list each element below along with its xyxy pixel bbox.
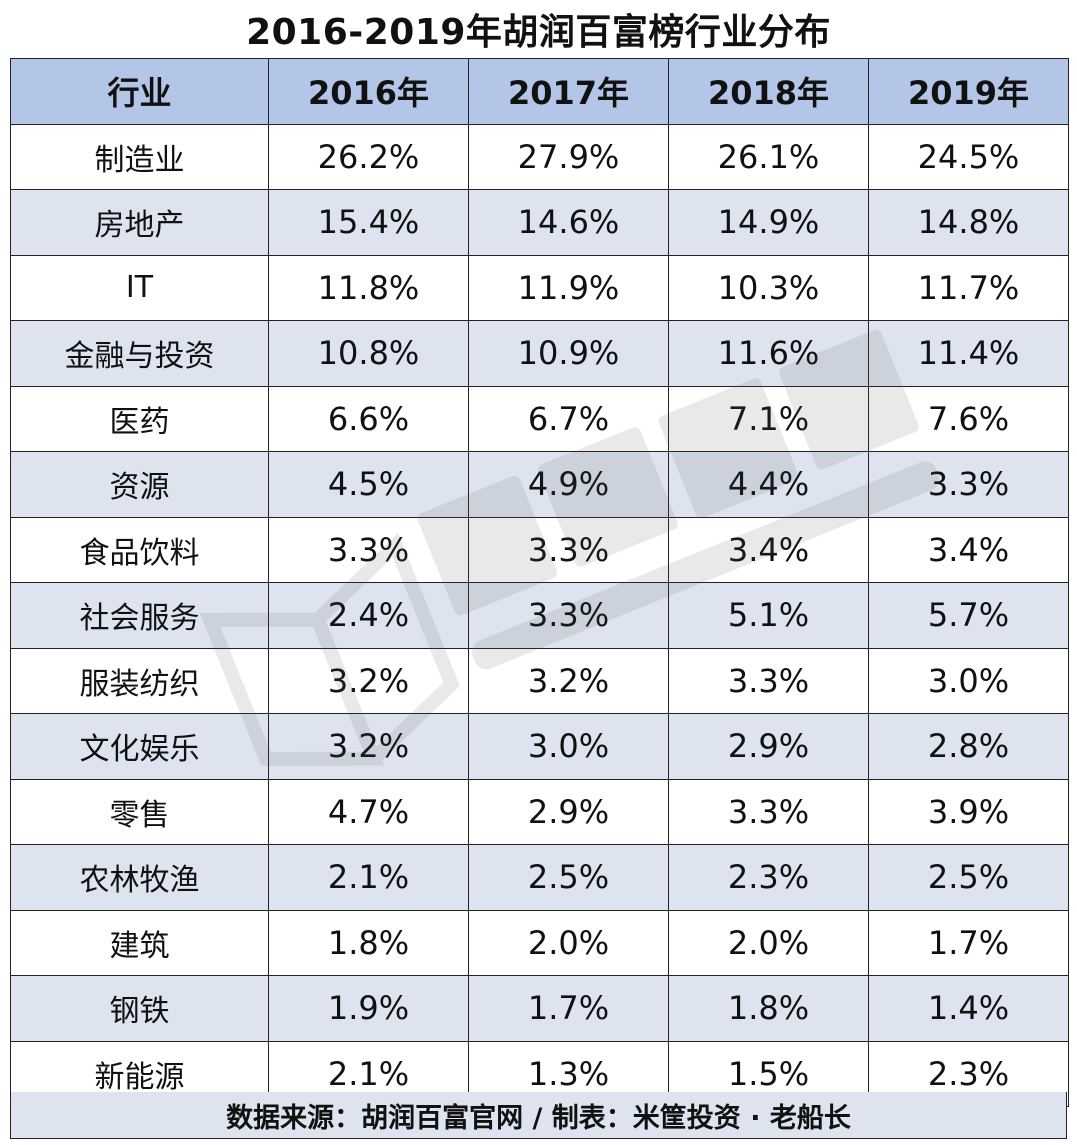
industry-cell: 食品饮料 [10,516,269,583]
value-cell: 14.8% [868,189,1069,256]
value-cell: 6.6% [268,385,469,452]
table-row: 资源 4.5% 4.9% 4.4% 3.3% [10,451,1069,518]
value-cell: 15.4% [268,189,469,256]
source-footer: 数据来源：胡润百富官网 / 制表：米筐投资 · 老船长 [10,1092,1067,1139]
value-cell: 10.9% [468,320,669,387]
value-cell: 7.6% [868,385,1069,452]
value-cell: 26.2% [268,123,469,190]
table-row: 制造业 26.2% 27.9% 26.1% 24.5% [10,123,1069,190]
value-cell: 3.9% [868,778,1069,845]
value-cell: 14.9% [668,189,869,256]
table-row: 文化娱乐 3.2% 3.0% 2.9% 2.8% [10,713,1069,780]
header-2019: 2019年 [868,58,1069,125]
value-cell: 24.5% [868,123,1069,190]
value-cell: 3.0% [868,647,1069,714]
value-cell: 4.9% [468,451,669,518]
header-2017: 2017年 [468,58,669,125]
value-cell: 3.2% [268,713,469,780]
industry-cell: 医药 [10,385,269,452]
value-cell: 2.5% [468,844,669,911]
value-cell: 3.4% [868,516,1069,583]
value-cell: 1.8% [268,909,469,976]
table-row: 服装纺织 3.2% 3.2% 3.3% 3.0% [10,647,1069,714]
value-cell: 2.0% [468,909,669,976]
industry-cell: 社会服务 [10,582,269,649]
value-cell: 3.0% [468,713,669,780]
value-cell: 3.2% [468,647,669,714]
value-cell: 5.7% [868,582,1069,649]
value-cell: 11.9% [468,254,669,321]
industry-cell: 资源 [10,451,269,518]
value-cell: 2.4% [268,582,469,649]
value-cell: 4.5% [268,451,469,518]
value-cell: 5.1% [668,582,869,649]
table-row: 钢铁 1.9% 1.7% 1.8% 1.4% [10,975,1069,1042]
table-row: IT 11.8% 11.9% 10.3% 11.7% [10,254,1069,321]
value-cell: 10.3% [668,254,869,321]
value-cell: 2.1% [268,844,469,911]
value-cell: 1.7% [468,975,669,1042]
value-cell: 4.4% [668,451,869,518]
value-cell: 11.4% [868,320,1069,387]
table-row: 零售 4.7% 2.9% 3.3% 3.9% [10,778,1069,845]
value-cell: 3.3% [668,778,869,845]
header-row: 行业 2016年 2017年 2018年 2019年 [10,58,1069,125]
table-row: 建筑 1.8% 2.0% 2.0% 1.7% [10,909,1069,976]
value-cell: 1.7% [868,909,1069,976]
value-cell: 3.3% [868,451,1069,518]
value-cell: 3.4% [668,516,869,583]
value-cell: 2.9% [668,713,869,780]
industry-cell: 制造业 [10,123,269,190]
industry-cell: 钢铁 [10,975,269,1042]
header-industry: 行业 [10,58,269,125]
header-2016: 2016年 [268,58,469,125]
value-cell: 11.8% [268,254,469,321]
table-title: 2016-2019年胡润百富榜行业分布 [246,12,831,53]
value-cell: 6.7% [468,385,669,452]
value-cell: 3.3% [468,516,669,583]
industry-cell: 农林牧渔 [10,844,269,911]
value-cell: 3.2% [268,647,469,714]
value-cell: 2.5% [868,844,1069,911]
industry-cell: 文化娱乐 [10,713,269,780]
table-row: 食品饮料 3.3% 3.3% 3.4% 3.4% [10,516,1069,583]
value-cell: 26.1% [668,123,869,190]
value-cell: 1.4% [868,975,1069,1042]
industry-cell: 房地产 [10,189,269,256]
industry-cell: 零售 [10,778,269,845]
industry-cell: 建筑 [10,909,269,976]
table-row: 医药 6.6% 6.7% 7.1% 7.6% [10,385,1069,452]
industry-cell: 服装纺织 [10,647,269,714]
value-cell: 3.3% [468,582,669,649]
value-cell: 3.3% [268,516,469,583]
value-cell: 11.6% [668,320,869,387]
value-cell: 7.1% [668,385,869,452]
table-row: 房地产 15.4% 14.6% 14.9% 14.8% [10,189,1069,256]
table-row: 金融与投资 10.8% 10.9% 11.6% 11.4% [10,320,1069,387]
value-cell: 14.6% [468,189,669,256]
value-cell: 2.8% [868,713,1069,780]
table-row: 农林牧渔 2.1% 2.5% 2.3% 2.5% [10,844,1069,911]
value-cell: 11.7% [868,254,1069,321]
value-cell: 1.9% [268,975,469,1042]
value-cell: 2.3% [668,844,869,911]
value-cell: 2.9% [468,778,669,845]
value-cell: 4.7% [268,778,469,845]
value-cell: 2.0% [668,909,869,976]
table-body: 制造业 26.2% 27.9% 26.1% 24.5% 房地产 15.4% 14.6% 14.9… [10,123,1069,1107]
value-cell: 27.9% [468,123,669,190]
value-cell: 10.8% [268,320,469,387]
industry-distribution-table: 行业 2016年 2017年 2018年 2019年 制造业 26.2% 27.9%… [10,58,1069,1107]
value-cell: 3.3% [668,647,869,714]
industry-cell: 金融与投资 [10,320,269,387]
industry-cell: IT [10,254,269,321]
header-2018: 2018年 [668,58,869,125]
value-cell: 1.8% [668,975,869,1042]
table-row: 社会服务 2.4% 3.3% 5.1% 5.7% [10,582,1069,649]
